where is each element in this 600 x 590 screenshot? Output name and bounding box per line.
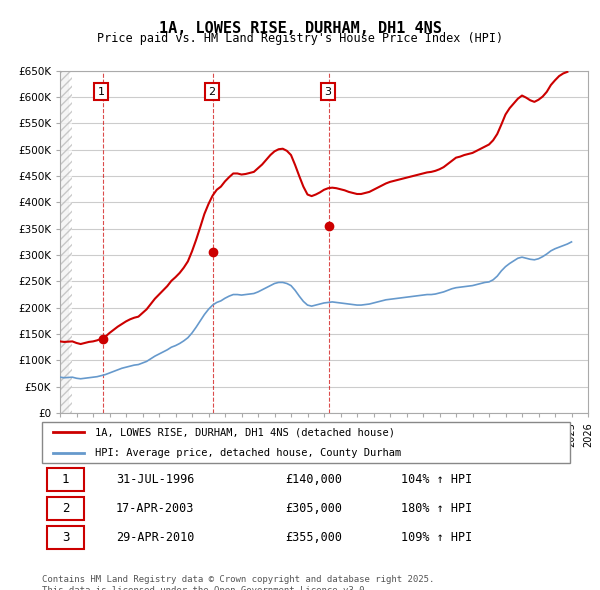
Text: 3: 3 <box>62 531 70 544</box>
Text: Contains HM Land Registry data © Crown copyright and database right 2025.
This d: Contains HM Land Registry data © Crown c… <box>42 575 434 590</box>
Text: 2: 2 <box>209 87 215 97</box>
Text: 3: 3 <box>325 87 331 97</box>
Text: £355,000: £355,000 <box>285 531 342 544</box>
FancyBboxPatch shape <box>47 468 84 491</box>
Text: 1: 1 <box>62 473 70 486</box>
FancyBboxPatch shape <box>47 526 84 549</box>
Text: 1: 1 <box>98 87 104 97</box>
Text: 17-APR-2003: 17-APR-2003 <box>116 502 194 515</box>
Text: 104% ↑ HPI: 104% ↑ HPI <box>401 473 472 486</box>
Text: 1A, LOWES RISE, DURHAM, DH1 4NS: 1A, LOWES RISE, DURHAM, DH1 4NS <box>158 21 442 35</box>
FancyBboxPatch shape <box>42 422 570 463</box>
Text: Price paid vs. HM Land Registry's House Price Index (HPI): Price paid vs. HM Land Registry's House … <box>97 32 503 45</box>
Text: 31-JUL-1996: 31-JUL-1996 <box>116 473 194 486</box>
Text: 2: 2 <box>62 502 70 515</box>
Text: HPI: Average price, detached house, County Durham: HPI: Average price, detached house, Coun… <box>95 448 401 458</box>
FancyBboxPatch shape <box>47 497 84 520</box>
Text: £140,000: £140,000 <box>285 473 342 486</box>
Text: 1A, LOWES RISE, DURHAM, DH1 4NS (detached house): 1A, LOWES RISE, DURHAM, DH1 4NS (detache… <box>95 427 395 437</box>
Text: 180% ↑ HPI: 180% ↑ HPI <box>401 502 472 515</box>
Text: 109% ↑ HPI: 109% ↑ HPI <box>401 531 472 544</box>
Text: 29-APR-2010: 29-APR-2010 <box>116 531 194 544</box>
Text: £305,000: £305,000 <box>285 502 342 515</box>
